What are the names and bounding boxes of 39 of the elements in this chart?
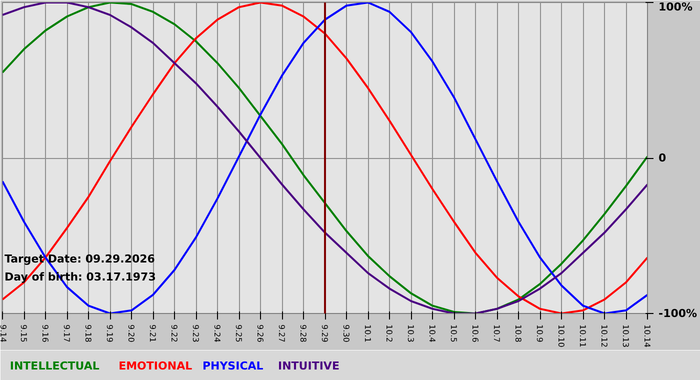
x-tick-label: 9.21: [148, 324, 157, 342]
x-tick-label: 10.5: [449, 324, 458, 342]
x-tick-label: 10.7: [492, 324, 501, 342]
y-tick-label: -100%: [658, 307, 698, 320]
x-tick-label: 9.29: [320, 324, 329, 342]
x-tick-label: 9.15: [19, 324, 28, 342]
x-tick-label: 10.8: [514, 324, 522, 342]
x-tick-label: 10.14: [642, 324, 652, 348]
text: EMOTIONAL: [118, 360, 192, 372]
text: INTELLECTUAL: [10, 360, 100, 372]
x-tick-label: 9.22: [170, 324, 178, 342]
x-tick-label: 10.9: [535, 324, 544, 342]
x-tick-label: 9.17: [62, 324, 71, 342]
x-tick-label: 10.12: [600, 324, 608, 348]
x-tick-label: 9.30: [342, 324, 350, 342]
x-tick-label: 9.25: [234, 324, 243, 342]
x-tick-label: 9.14: [0, 324, 8, 342]
x-tick-label: 10.10: [556, 324, 566, 348]
x-tick-label: 9.26: [256, 324, 264, 342]
x-tick-label: 10.6: [470, 324, 480, 342]
y-tick-label: 100%: [658, 0, 692, 14]
x-tick-label: 9.23: [191, 324, 200, 342]
x-tick-label: 9.20: [126, 324, 136, 342]
x-tick-label: 9.16: [40, 324, 50, 342]
x-tick-label: 9.27: [277, 324, 286, 342]
x-tick-label: 9.19: [105, 324, 114, 342]
x-tick-label: 9.18: [84, 324, 92, 342]
text: PHYSICAL: [202, 360, 264, 372]
x-tick-label: 10.1: [363, 324, 372, 342]
text: INTUITIVE: [278, 360, 340, 372]
x-tick-label: 9.28: [298, 324, 308, 342]
x-tick-label: 10.3: [406, 324, 415, 342]
x-tick-label: 10.4: [428, 324, 436, 342]
x-tick-label: 9.24: [212, 324, 222, 342]
x-tick-label: 10.2: [384, 324, 394, 342]
x-tick-label: 10.13: [621, 324, 630, 348]
x-tick-label: 10.11: [578, 324, 587, 348]
annotation: Target Date: 09.29.2026: [4, 252, 156, 266]
y-tick-label: 0: [658, 152, 666, 164]
